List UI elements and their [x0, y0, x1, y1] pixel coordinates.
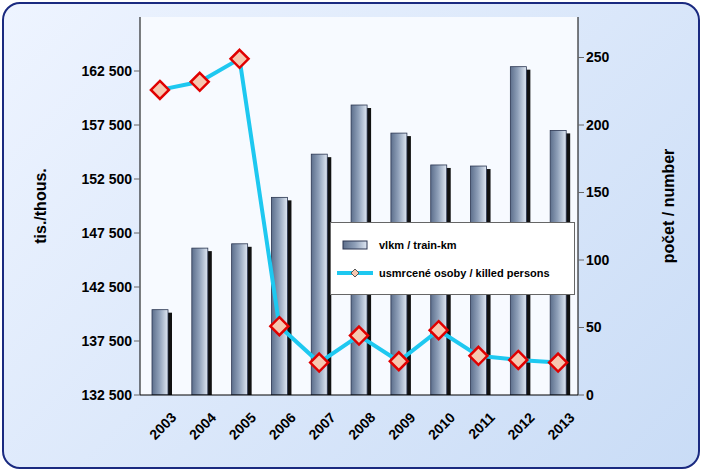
- svg-text:2012: 2012: [504, 409, 537, 442]
- svg-text:2004: 2004: [186, 409, 219, 442]
- svg-text:250: 250: [586, 49, 610, 65]
- svg-text:162 500: 162 500: [81, 63, 132, 79]
- svg-text:157 500: 157 500: [81, 117, 132, 133]
- svg-text:2013: 2013: [544, 409, 577, 442]
- svg-text:2007: 2007: [305, 409, 338, 442]
- svg-text:2008: 2008: [345, 409, 378, 442]
- svg-text:150: 150: [586, 184, 610, 200]
- svg-text:142 500: 142 500: [81, 279, 132, 295]
- svg-text:2009: 2009: [385, 409, 418, 442]
- svg-text:132 500: 132 500: [81, 387, 132, 403]
- svg-text:152 500: 152 500: [81, 171, 132, 187]
- html-text:vlkm / train-km: vlkm / train-km: [379, 239, 457, 251]
- svg-text:147 500: 147 500: [81, 225, 132, 241]
- html-text:usmrcené osoby / killed person: usmrcené osoby / killed persons: [379, 267, 550, 279]
- svg-text:50: 50: [586, 319, 602, 335]
- svg-text:2011: 2011: [465, 409, 498, 442]
- svg-text:200: 200: [586, 117, 610, 133]
- svg-text:0: 0: [586, 387, 594, 403]
- svg-text:tis./thous.: tis./thous.: [32, 168, 49, 244]
- svg-text:2010: 2010: [425, 409, 458, 442]
- svg-text:počet / number: počet / number: [660, 149, 677, 264]
- svg-text:137 500: 137 500: [81, 333, 132, 349]
- svg-text:100: 100: [586, 252, 610, 268]
- svg-text:2006: 2006: [265, 409, 298, 442]
- svg-text:2003: 2003: [146, 409, 179, 442]
- svg-text:2005: 2005: [226, 409, 259, 442]
